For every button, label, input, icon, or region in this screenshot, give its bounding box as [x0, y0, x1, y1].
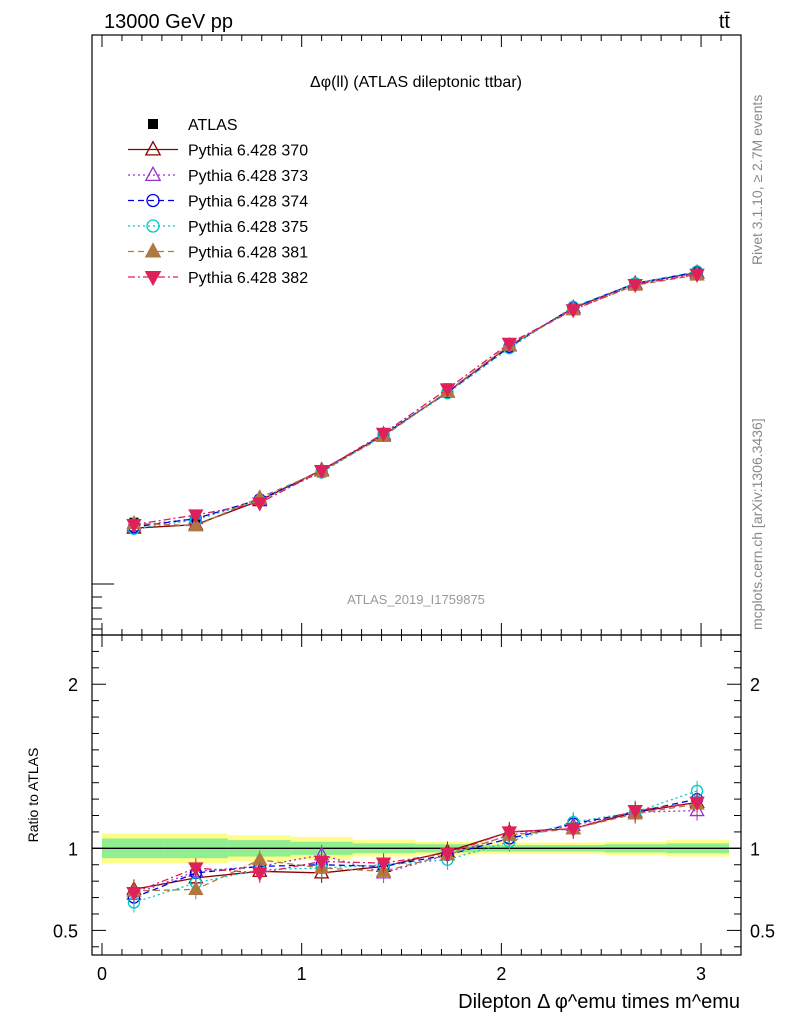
- main-series: [126, 264, 705, 535]
- legend-label: Pythia 6.428 370: [188, 143, 308, 160]
- rivet-label: Rivet 3.1.10, ≥ 2.7M events: [749, 95, 765, 265]
- legend-label: Pythia 6.428 374: [188, 194, 308, 211]
- series-line-4: [133, 270, 698, 530]
- legend-marker: [144, 270, 162, 287]
- series-line-3: [133, 271, 698, 528]
- x-tick-label: 1: [297, 964, 307, 984]
- ratio-point: [565, 823, 581, 838]
- legend-label: Pythia 6.428 381: [188, 245, 308, 262]
- series-line-5: [133, 274, 698, 527]
- legend-label: ATLAS: [188, 117, 238, 134]
- ratio-line-5: [133, 801, 698, 894]
- series-line-2: [133, 272, 698, 527]
- x-tick-label: 0: [97, 964, 107, 984]
- legend-marker: [144, 165, 162, 182]
- data-point: [689, 268, 705, 283]
- data-point: [565, 304, 581, 319]
- data-point: [188, 509, 204, 524]
- series-line-1: [133, 271, 698, 529]
- process-label: tt̄: [719, 11, 731, 33]
- ratio-point: [501, 826, 518, 841]
- mcplots-label: mcplots.cern.ch [arXiv:1306.3436]: [749, 418, 765, 630]
- data-point: [627, 278, 643, 294]
- ratio-y-tick-label: 2: [750, 675, 760, 695]
- x-axis-label: Dilepton Δ φ^emu times m^emu: [458, 991, 740, 1013]
- ratio-line-1: [133, 809, 698, 895]
- chart-title: Δφ(ll) (ATLAS dileptonic ttbar): [310, 74, 522, 91]
- ratio-y-tick-label: 1: [68, 839, 78, 859]
- data-point: [126, 519, 142, 534]
- ratio-point: [188, 862, 204, 877]
- ratio-point: [439, 847, 456, 862]
- data-point: [501, 337, 518, 352]
- ratio-point: [126, 887, 142, 902]
- ratio-point: [252, 867, 268, 882]
- legend-marker: [148, 119, 158, 129]
- x-tick-label: 2: [496, 964, 506, 984]
- ratio-y-tick-label: 1: [750, 839, 760, 859]
- ratio-y-tick-label: 0.5: [750, 921, 775, 941]
- axis-ticks: 0 1 2 3 0.5 0.5 1 1 2 2: [53, 35, 775, 984]
- legend-label: Pythia 6.428 375: [188, 219, 308, 236]
- data-point: [188, 517, 204, 532]
- ratio-line-2: [133, 798, 698, 899]
- ratio-point: [313, 855, 330, 870]
- ratio-point: [627, 804, 643, 820]
- legend-label: Pythia 6.428 382: [188, 270, 308, 287]
- ratio-panel-frame: [91, 634, 742, 956]
- series-line-6: [133, 273, 698, 526]
- legend-marker: [146, 193, 160, 208]
- analysis-watermark: ATLAS_2019_I1759875: [347, 592, 485, 607]
- x-tick-label: 3: [696, 964, 706, 984]
- legend-label: Pythia 6.428 373: [188, 168, 308, 185]
- ratio-point: [188, 880, 204, 895]
- ratio-y-axis-label: Ratio to ATLAS: [25, 748, 41, 843]
- ratio-point: [375, 857, 392, 872]
- ratio-line-4: [133, 803, 698, 892]
- ratio-line-3: [133, 790, 698, 904]
- ratio-series: [126, 780, 705, 913]
- legend: ATLAS Pythia 6.428 370 Pythia 6.428 373 Pyt…: [128, 117, 308, 287]
- data-point: [252, 497, 268, 512]
- data-point: [439, 383, 456, 398]
- collision-label: 13000 GeV pp: [104, 11, 233, 33]
- data-point: [313, 464, 330, 480]
- ratio-point: [689, 796, 705, 811]
- ratio-y-tick-label: 2: [68, 675, 78, 695]
- legend-marker: [144, 242, 162, 258]
- data-point: [375, 427, 392, 442]
- ratio-line-0: [133, 801, 698, 890]
- legend-marker: [144, 140, 162, 156]
- legend-marker: [146, 219, 160, 233]
- ratio-y-tick-label: 0.5: [53, 921, 78, 941]
